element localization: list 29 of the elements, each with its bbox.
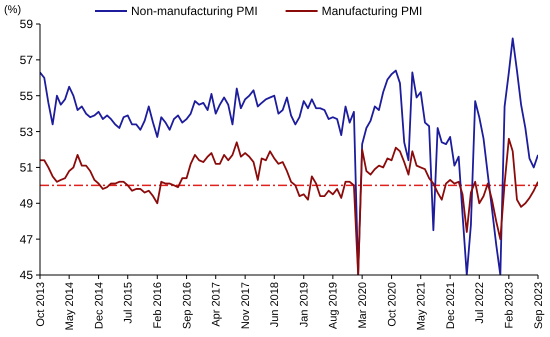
x-tick-label: Apr 2017 (210, 282, 223, 327)
y-tick-label: 49 (20, 196, 34, 210)
y-tick-label: 55 (20, 88, 34, 103)
y-tick-label: 47 (20, 232, 34, 246)
x-tick-label: May 2014 (64, 282, 76, 330)
x-tick-label: Sep 2023 (532, 282, 545, 330)
x-tick-label: Aug 2019 (328, 282, 340, 330)
x-tick-label: Oct 2013 (34, 282, 47, 327)
x-tick-label: Mar 2020 (356, 282, 369, 328)
x-tick-label: Sep 2016 (181, 282, 194, 330)
legend-label: Non-manufacturing PMI (131, 4, 258, 18)
x-tick-label: Jul 2022 (474, 282, 486, 324)
y-tick-label: 45 (20, 268, 34, 282)
x-tick-label: Feb 2016 (152, 282, 164, 328)
y-tick-label: 57 (20, 53, 34, 68)
x-tick-label: Feb 2023 (504, 282, 516, 328)
y-axis-title: (%) (4, 4, 22, 16)
x-tick-label: Jun 2018 (269, 282, 282, 328)
x-tick-label: Dec 2014 (93, 282, 106, 330)
y-tick-label: 59 (20, 17, 34, 32)
x-tick-label: Dec 2021 (444, 282, 457, 330)
legend-label: Manufacturing PMI (322, 4, 422, 18)
x-tick-label: Oct 2020 (386, 282, 398, 327)
y-tick-label: 51 (20, 160, 34, 175)
x-tick-label: May 2021 (416, 282, 428, 330)
x-tick-label: Jan 2019 (298, 282, 311, 328)
x-tick-label: Jul 2015 (122, 282, 135, 324)
y-tick-label: 53 (20, 124, 34, 139)
x-tick-label: Nov 2017 (240, 282, 252, 330)
